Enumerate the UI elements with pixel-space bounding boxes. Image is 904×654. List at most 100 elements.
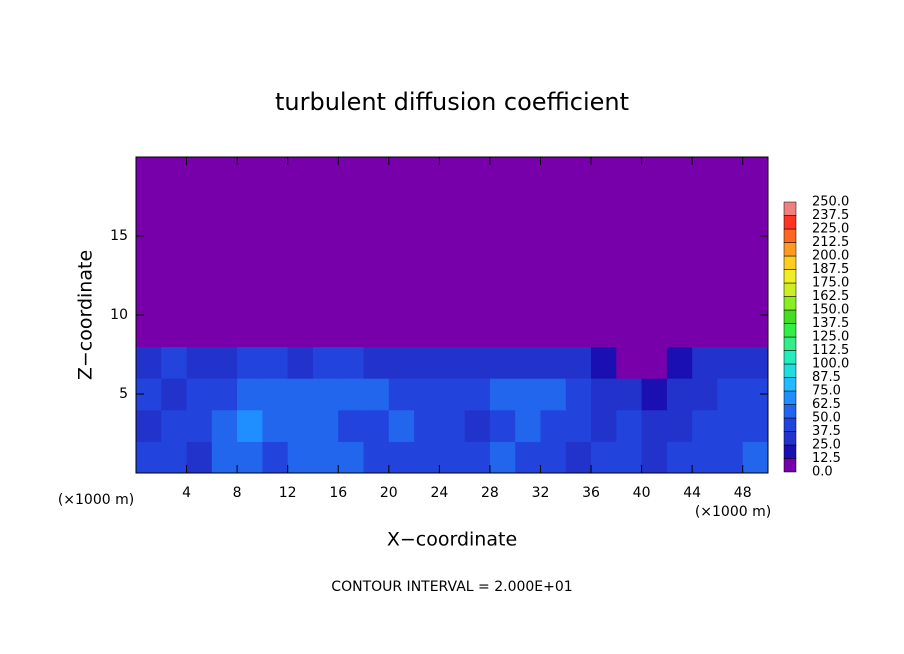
cell — [641, 346, 668, 379]
cell — [414, 251, 440, 284]
cell — [338, 188, 365, 221]
x-tick-label: 40 — [633, 485, 651, 501]
cell — [186, 283, 213, 316]
cell — [742, 441, 769, 474]
cell — [312, 346, 339, 379]
cell — [616, 188, 643, 221]
y-axis-label: Z−coordinate — [75, 250, 97, 380]
cell — [237, 188, 263, 221]
cell — [237, 346, 263, 379]
cell — [414, 346, 440, 379]
colorbar-swatch — [783, 242, 797, 257]
cell — [312, 441, 339, 474]
cell — [338, 220, 365, 253]
cell — [742, 315, 769, 348]
cell — [616, 157, 643, 190]
cell — [363, 346, 390, 379]
cell — [641, 157, 668, 190]
colorbar-label: 112.5 — [812, 343, 849, 358]
cell — [312, 315, 339, 348]
cell — [515, 378, 541, 411]
colorbar-label: 12.5 — [812, 451, 841, 466]
cell — [540, 441, 567, 474]
cell — [666, 378, 693, 411]
colorbar-swatch — [783, 323, 797, 338]
cell — [312, 251, 339, 284]
cell — [262, 251, 289, 284]
cell — [565, 283, 592, 316]
cell — [338, 441, 365, 474]
colorbar-swatch — [783, 404, 797, 419]
cell — [211, 220, 238, 253]
cell — [262, 315, 289, 348]
colorbar-label: 137.5 — [812, 316, 849, 331]
cell — [666, 441, 693, 474]
cell — [439, 441, 466, 474]
colorbar-label: 187.5 — [812, 262, 849, 277]
colorbar-label: 25.0 — [812, 438, 841, 453]
cell — [616, 220, 643, 253]
cell — [666, 346, 693, 379]
cell — [237, 409, 263, 442]
cell — [616, 441, 643, 474]
note: CONTOUR INTERVAL = 2.000E+01 — [331, 579, 572, 595]
cell — [414, 188, 440, 221]
cell — [464, 315, 491, 348]
cell — [287, 157, 314, 190]
x-tick-label: 28 — [481, 485, 499, 501]
cell — [136, 315, 162, 348]
cell — [237, 283, 263, 316]
cell — [414, 283, 440, 316]
cell — [237, 315, 263, 348]
cell — [692, 283, 718, 316]
cell — [591, 409, 617, 442]
cell — [692, 441, 718, 474]
colorbar-swatch — [783, 309, 797, 324]
cell — [211, 378, 238, 411]
cell — [489, 251, 516, 284]
cell — [692, 315, 718, 348]
cell — [439, 251, 466, 284]
cell — [666, 315, 693, 348]
cell — [489, 283, 516, 316]
cell — [464, 378, 491, 411]
x-tick-label: 12 — [279, 485, 297, 501]
cell — [262, 346, 289, 379]
cell — [540, 315, 567, 348]
cell — [136, 251, 162, 284]
cell — [211, 251, 238, 284]
cell — [186, 188, 213, 221]
cell — [641, 441, 668, 474]
cell — [388, 283, 415, 316]
cell — [515, 283, 541, 316]
cell — [262, 441, 289, 474]
cell — [742, 188, 769, 221]
cell — [338, 315, 365, 348]
chart-title: turbulent diffusion coefficient — [275, 88, 629, 116]
cell — [439, 157, 466, 190]
cell — [591, 220, 617, 253]
cell — [287, 409, 314, 442]
cell — [312, 378, 339, 411]
cell — [136, 188, 162, 221]
cell — [161, 315, 188, 348]
cell — [211, 283, 238, 316]
y-tick-label: 5 — [119, 386, 128, 402]
cell — [211, 188, 238, 221]
cell — [338, 251, 365, 284]
cell — [464, 251, 491, 284]
cell — [540, 220, 567, 253]
cell — [287, 188, 314, 221]
cell — [464, 441, 491, 474]
x-tick-label: 4 — [182, 485, 191, 501]
colorbar-label: 125.0 — [812, 330, 849, 345]
cell — [464, 283, 491, 316]
cell — [591, 251, 617, 284]
cell — [414, 378, 440, 411]
cell — [616, 315, 643, 348]
cell — [565, 157, 592, 190]
cell — [161, 157, 188, 190]
colorbar-swatch — [783, 336, 797, 351]
cell — [489, 378, 516, 411]
cell — [237, 251, 263, 284]
